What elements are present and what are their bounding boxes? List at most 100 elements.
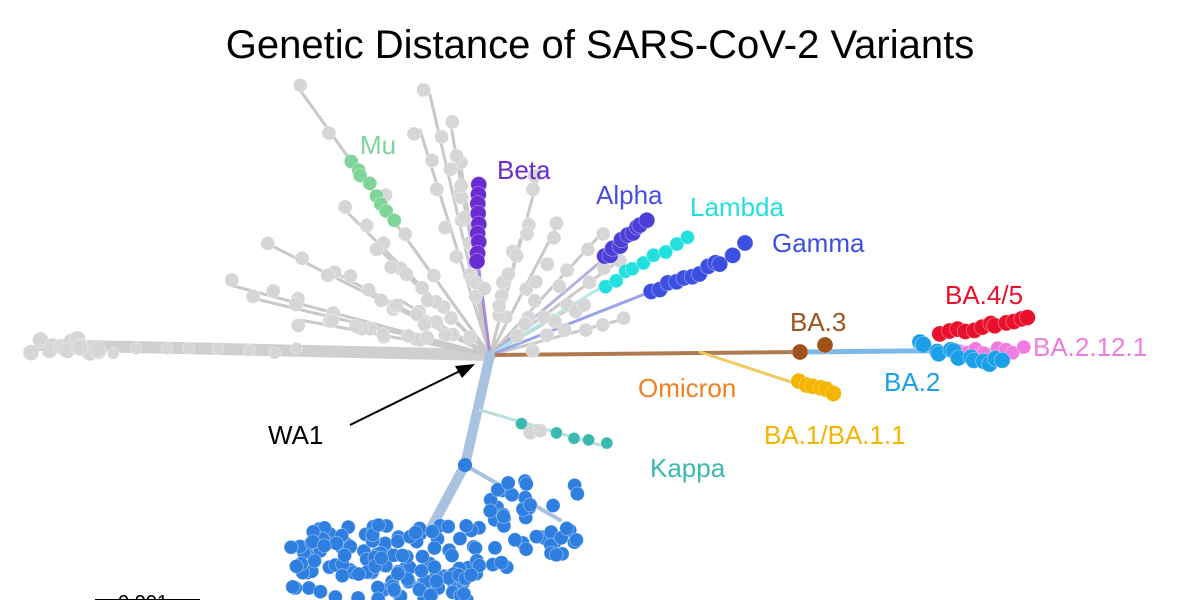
node [285, 579, 301, 595]
label-ba2: BA.2 [884, 367, 940, 397]
label-ba45: BA.4/5 [945, 280, 1023, 310]
branch [488, 350, 802, 357]
node [547, 313, 563, 329]
node [289, 558, 304, 574]
node [424, 524, 440, 539]
node [463, 567, 479, 583]
node [283, 539, 299, 555]
node [444, 114, 460, 130]
node [408, 525, 423, 541]
node [578, 322, 594, 338]
node [915, 335, 932, 353]
node [406, 126, 422, 142]
node [426, 268, 442, 284]
node [494, 555, 509, 570]
node [420, 292, 436, 308]
node [320, 267, 336, 283]
node [362, 175, 378, 191]
node [268, 346, 282, 360]
node [528, 274, 544, 290]
node [993, 351, 1011, 369]
node [443, 310, 459, 326]
node [352, 168, 368, 183]
label-omicron: Omicron [638, 373, 736, 403]
node [428, 314, 444, 330]
node [416, 82, 431, 98]
node [1016, 339, 1032, 355]
node [316, 538, 332, 554]
node [424, 153, 440, 168]
node [548, 547, 564, 563]
node [680, 229, 695, 245]
node [525, 343, 541, 359]
label-beta: Beta [497, 155, 551, 185]
node [724, 246, 742, 264]
node [359, 218, 375, 233]
arrow-head [455, 364, 475, 378]
node [288, 297, 304, 312]
node [386, 212, 402, 228]
node [550, 426, 563, 440]
node [350, 590, 366, 600]
node [429, 181, 445, 197]
node [500, 475, 516, 491]
node [397, 226, 413, 242]
node [417, 317, 432, 332]
node [452, 531, 468, 547]
branch [698, 350, 802, 387]
node [545, 498, 561, 513]
node [313, 584, 328, 600]
node [182, 341, 196, 355]
branch [425, 460, 470, 535]
node [736, 234, 754, 252]
node [260, 236, 276, 251]
node [658, 244, 674, 260]
node [409, 306, 425, 322]
branch [488, 233, 602, 357]
node [457, 209, 473, 225]
node [329, 536, 344, 551]
node [549, 215, 564, 231]
node [487, 540, 503, 556]
node [89, 340, 106, 358]
node [242, 344, 256, 357]
branch [328, 268, 492, 357]
node [71, 339, 89, 357]
node [419, 330, 435, 345]
node [522, 497, 538, 513]
node [515, 417, 528, 431]
node [434, 129, 449, 145]
node [378, 203, 394, 219]
node [569, 532, 584, 548]
node [482, 503, 498, 519]
node [415, 549, 430, 564]
node [428, 573, 444, 589]
node [427, 540, 442, 556]
node [290, 341, 303, 355]
node [1005, 345, 1020, 361]
node [343, 268, 358, 284]
label-kappa: Kappa [650, 453, 726, 483]
node [518, 281, 534, 297]
nodes [22, 77, 1036, 600]
node [529, 529, 544, 545]
node [337, 199, 353, 215]
node [509, 328, 525, 344]
node [527, 293, 543, 309]
node [321, 125, 337, 141]
node [456, 586, 472, 600]
node [245, 289, 261, 304]
node [569, 486, 585, 502]
node [386, 582, 402, 597]
node [462, 330, 478, 345]
node [496, 509, 511, 524]
node [370, 591, 386, 600]
node [557, 322, 573, 338]
node [437, 327, 453, 343]
branch [418, 128, 492, 357]
node [448, 249, 464, 264]
node [414, 563, 429, 579]
node [307, 553, 322, 569]
title: Genetic Distance of SARS-CoV-2 Variants [226, 23, 974, 67]
